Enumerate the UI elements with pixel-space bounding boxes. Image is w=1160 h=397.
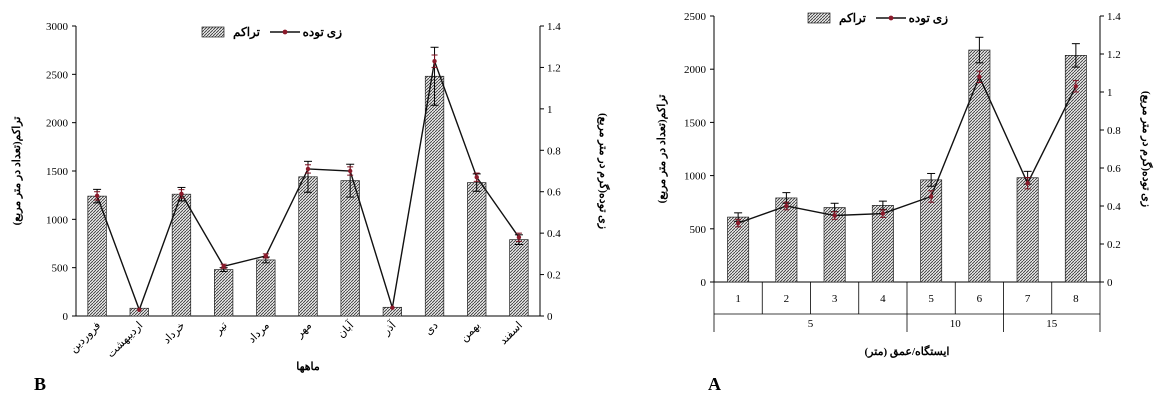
- x-category-label: 2: [784, 293, 790, 305]
- x-category-label: 8: [1073, 293, 1079, 305]
- left-tick-label: 1000: [684, 171, 707, 183]
- right-tick-label: 0.2: [547, 270, 561, 282]
- biomass-point: [263, 253, 269, 259]
- biomass-point: [832, 213, 837, 218]
- legend-label-biomass: زی توده: [909, 11, 949, 26]
- x-category-label: مرداد: [246, 320, 272, 346]
- right-axis-title: زی توده(گرم در متر مربع): [597, 113, 611, 229]
- x-group-label: 10: [950, 318, 962, 330]
- biomass-point: [1073, 84, 1079, 89]
- biomass-point: [432, 59, 437, 64]
- left-axis-title: تراکم(تعداد در متر مربع): [11, 117, 23, 226]
- left-tick-label: 0: [701, 277, 707, 289]
- density-bar: [1016, 177, 1039, 283]
- legend-line-marker: [888, 15, 894, 21]
- panel-label: B: [34, 374, 46, 394]
- right-tick-label: 0.4: [547, 228, 561, 240]
- biomass-point: [977, 74, 982, 80]
- right-axis-title: (زی توده(گرم در متر مربع: [1140, 91, 1154, 207]
- x-category-label: 1: [735, 293, 741, 305]
- right-tick-label: 1.4: [547, 21, 561, 33]
- left-tick-label: 500: [690, 224, 707, 236]
- density-bar: [968, 49, 991, 283]
- legend-bar-swatch: [807, 12, 831, 24]
- x-category-label: بهمن: [458, 320, 483, 345]
- x-category-label: 7: [1025, 293, 1031, 305]
- right-tick-label: 1: [1107, 87, 1113, 99]
- left-tick-label: 2500: [46, 69, 69, 81]
- x-category-label: اردیبهشت: [105, 320, 146, 361]
- right-tick-label: 0.2: [1107, 239, 1121, 251]
- x-category-label: 4: [880, 293, 886, 305]
- right-tick-label: 0.8: [1107, 125, 1121, 137]
- right-tick-label: 0: [1107, 277, 1113, 289]
- biomass-point: [784, 203, 789, 209]
- x-category-label: آذر: [379, 318, 399, 338]
- x-category-label: خرداد: [161, 320, 188, 347]
- density-bar: [340, 180, 360, 317]
- density-bar: [256, 259, 276, 317]
- x-category-label: دی: [423, 320, 441, 338]
- right-tick-label: 1.4: [1107, 11, 1121, 23]
- x-group-label: 5: [808, 318, 814, 330]
- right-tick-label: 0.4: [1107, 201, 1121, 213]
- right-tick-label: 0: [547, 311, 553, 323]
- left-tick-label: 0: [63, 311, 69, 323]
- biomass-point: [179, 191, 184, 196]
- x-axis-title: ماهها: [296, 361, 320, 373]
- biomass-point: [347, 168, 353, 174]
- right-tick-label: 0.6: [547, 187, 561, 199]
- left-tick-label: 2000: [46, 118, 69, 130]
- x-category-label: فروردین: [68, 320, 104, 356]
- density-bar: [467, 182, 487, 317]
- x-category-label: 6: [977, 293, 983, 305]
- right-tick-label: 1.2: [1107, 49, 1121, 61]
- biomass-line: [737, 75, 1077, 224]
- left-tick-label: 1500: [684, 117, 707, 129]
- biomass-point: [305, 166, 311, 172]
- left-tick-label: 3000: [46, 21, 69, 33]
- density-bar: [775, 197, 798, 283]
- biomass-point: [137, 307, 142, 312]
- left-tick-label: 1000: [46, 214, 69, 226]
- legend-bar-swatch: [201, 26, 225, 38]
- right-tick-label: 1: [547, 104, 553, 116]
- left-tick-label: 2500: [684, 11, 707, 23]
- x-category-label: آبان: [335, 318, 357, 340]
- legend-label-density: تراکم: [233, 25, 261, 40]
- biomass-point: [390, 305, 395, 310]
- biomass-point: [516, 235, 522, 240]
- legend-label-biomass: زی توده: [303, 25, 343, 40]
- biomass-point: [1025, 181, 1030, 186]
- legend-label-density: تراکم: [839, 11, 867, 26]
- biomass-point: [221, 264, 226, 269]
- density-bar: [298, 176, 318, 317]
- left-axis-title: (تراکم(تعداد در متر مربع: [656, 95, 668, 204]
- legend-line-marker: [282, 29, 288, 35]
- x-axis-title: ایستگاه/عمق (متر): [865, 344, 950, 358]
- panel-label: A: [708, 374, 721, 394]
- biomass-point: [735, 220, 741, 226]
- density-bar: [509, 239, 529, 317]
- biomass-point: [94, 193, 100, 199]
- density-bar: [214, 269, 234, 317]
- biomass-point: [880, 211, 886, 216]
- x-category-label: مهر: [293, 320, 314, 341]
- x-category-label: 3: [832, 293, 838, 305]
- density-bar: [424, 75, 445, 317]
- left-tick-label: 1500: [46, 166, 69, 178]
- left-tick-label: 2000: [684, 64, 707, 76]
- x-category-label: تیر: [212, 320, 230, 338]
- right-tick-label: 0.8: [547, 145, 561, 157]
- biomass-point: [928, 194, 934, 199]
- x-category-label: اسفند: [497, 320, 525, 348]
- x-group-label: 15: [1046, 318, 1058, 330]
- left-tick-label: 500: [52, 263, 69, 275]
- right-tick-label: 1.2: [547, 62, 561, 74]
- biomass-point: [474, 175, 479, 180]
- right-tick-label: 0.6: [1107, 163, 1121, 175]
- x-category-label: 5: [928, 293, 934, 305]
